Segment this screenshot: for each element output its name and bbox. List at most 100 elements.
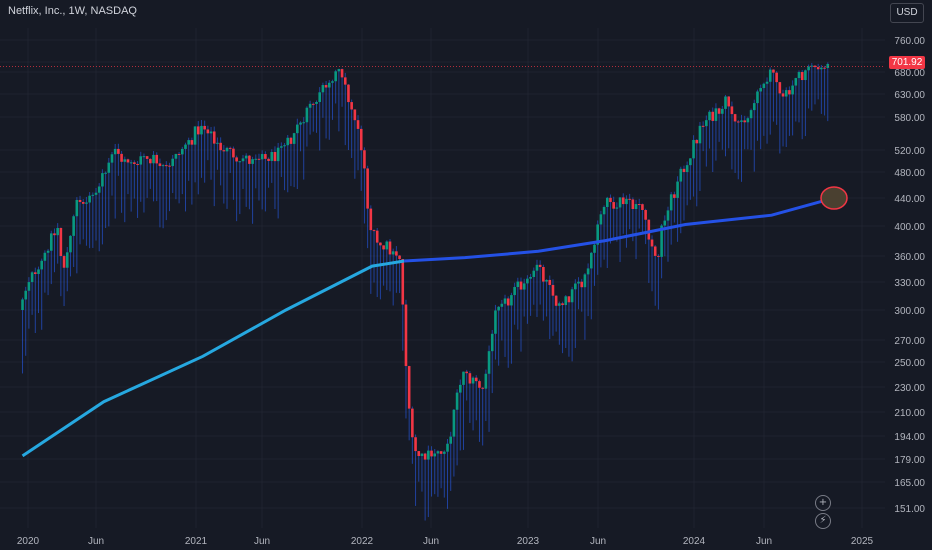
candle-body bbox=[481, 387, 484, 389]
candle-body bbox=[542, 267, 545, 282]
candle-body bbox=[65, 252, 69, 268]
candle-body bbox=[810, 65, 814, 67]
candle-body bbox=[583, 274, 587, 288]
candle-body bbox=[372, 230, 376, 232]
y-tick-label: 760.00 bbox=[894, 36, 925, 47]
candle-body bbox=[161, 165, 165, 167]
candle-body bbox=[567, 296, 571, 303]
candle-body bbox=[315, 102, 318, 104]
candle-body bbox=[43, 252, 47, 261]
candle-body bbox=[730, 106, 734, 115]
candle-body bbox=[171, 158, 175, 167]
candle-body bbox=[599, 214, 603, 225]
candle-body bbox=[650, 239, 654, 247]
candle-body bbox=[529, 277, 532, 279]
candle-body bbox=[337, 69, 341, 72]
candle-body bbox=[765, 81, 769, 84]
candle-body bbox=[724, 96, 727, 109]
candle-body bbox=[110, 154, 114, 163]
candle-body bbox=[433, 453, 437, 457]
candle-body bbox=[807, 66, 810, 71]
candle-body bbox=[97, 186, 101, 193]
candle-body bbox=[535, 264, 539, 271]
candle-body bbox=[350, 102, 353, 110]
candle-body bbox=[711, 111, 715, 121]
candle-body bbox=[647, 219, 651, 240]
y-tick-label: 300.00 bbox=[894, 306, 925, 317]
candle-body bbox=[468, 373, 472, 384]
candle-body bbox=[602, 206, 606, 215]
candle-body bbox=[107, 162, 111, 173]
x-tick-label: 2020 bbox=[17, 536, 40, 547]
candle-body bbox=[126, 159, 130, 163]
candle-body bbox=[695, 139, 699, 144]
candle-body bbox=[382, 245, 385, 250]
y-tick-label: 179.00 bbox=[894, 455, 925, 466]
candle-body bbox=[580, 281, 584, 288]
candle-body bbox=[56, 227, 59, 236]
candle-body bbox=[113, 148, 117, 155]
candle-body bbox=[75, 199, 79, 217]
candle-body bbox=[446, 443, 449, 452]
candle-body bbox=[673, 194, 676, 198]
candle-body bbox=[506, 298, 510, 306]
candle-body bbox=[689, 158, 692, 166]
candle-body bbox=[759, 88, 762, 92]
candle-body bbox=[487, 351, 491, 374]
candle-body bbox=[363, 150, 366, 169]
y-tick-label: 400.00 bbox=[894, 222, 925, 233]
chart-title: Netflix, Inc., 1W, NASDAQ bbox=[8, 5, 137, 17]
candle-body bbox=[69, 235, 72, 253]
candle-body bbox=[634, 204, 638, 209]
candle-body bbox=[276, 147, 280, 162]
candle-body bbox=[788, 90, 791, 95]
candle-body bbox=[417, 451, 421, 457]
candle-body bbox=[88, 195, 91, 203]
candle-body bbox=[375, 230, 379, 243]
candle-body bbox=[532, 270, 536, 278]
candle-body bbox=[439, 451, 443, 454]
x-tick-label: 2023 bbox=[517, 536, 540, 547]
candle-body bbox=[820, 67, 823, 70]
highlight-marker[interactable] bbox=[820, 186, 848, 210]
candle-body bbox=[679, 168, 683, 182]
candle-body bbox=[660, 225, 663, 257]
candle-body bbox=[641, 204, 644, 210]
candle-body bbox=[775, 72, 778, 83]
candle-body bbox=[152, 154, 155, 164]
candle-body bbox=[823, 67, 826, 69]
candle-body bbox=[826, 63, 830, 68]
candle-body bbox=[625, 198, 628, 205]
candle-body bbox=[343, 77, 347, 85]
candle-body bbox=[72, 216, 75, 236]
candle-body bbox=[78, 199, 82, 203]
plus-circle-icon[interactable]: + bbox=[815, 495, 831, 511]
candle-body bbox=[24, 290, 28, 300]
x-tick-label: 2021 bbox=[185, 536, 208, 547]
candle-body bbox=[411, 408, 414, 438]
candle-body bbox=[474, 377, 478, 382]
candle-body bbox=[292, 133, 296, 144]
x-tick-label: Jun bbox=[423, 536, 439, 547]
candle-body bbox=[174, 153, 178, 159]
candle-body bbox=[685, 165, 689, 173]
candle-body bbox=[238, 161, 242, 163]
candle-body bbox=[158, 163, 162, 167]
candle-body bbox=[462, 371, 465, 385]
candle-body bbox=[318, 92, 321, 103]
y-tick-label: 230.00 bbox=[894, 383, 925, 394]
candle-body bbox=[609, 197, 612, 203]
candle-body bbox=[768, 69, 772, 82]
candle-body bbox=[37, 269, 40, 274]
currency-button[interactable]: USD bbox=[890, 3, 924, 23]
candle-body bbox=[800, 72, 804, 81]
candle-body bbox=[593, 244, 596, 253]
candle-body bbox=[407, 366, 411, 409]
candle-body bbox=[548, 279, 552, 285]
candle-body bbox=[794, 78, 798, 86]
candle-body bbox=[746, 118, 750, 123]
candle-body bbox=[455, 392, 459, 410]
lightning-icon[interactable]: ⚡ bbox=[815, 513, 831, 529]
candle-body bbox=[49, 233, 53, 251]
